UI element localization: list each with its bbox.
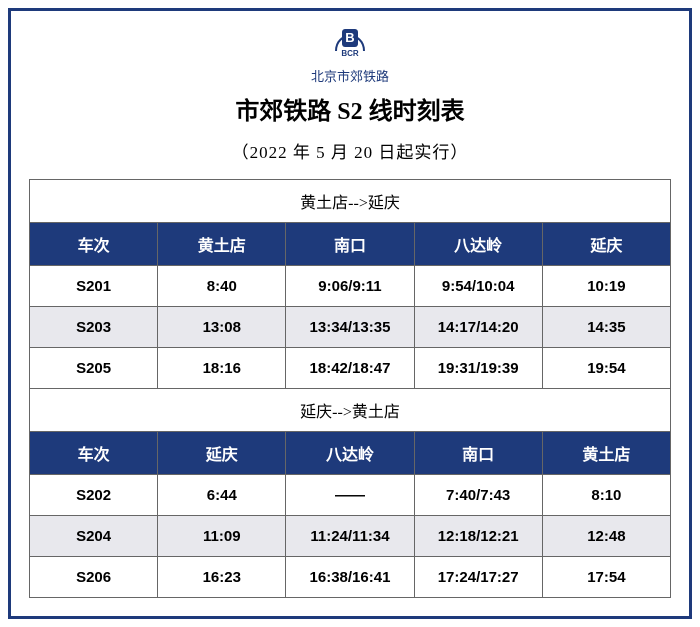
timetable-card: B BCR 北京市郊铁路 市郊铁路 S2 线时刻表 （2022 年 5 月 20… <box>8 8 692 619</box>
cell: 9:06/9:11 <box>286 266 414 307</box>
cell: 13:34/13:35 <box>286 307 414 348</box>
table-row: S202 6:44 —— 7:40/7:43 8:10 <box>30 475 671 516</box>
cell: 11:24/11:34 <box>286 516 414 557</box>
table-row: S205 18:16 18:42/18:47 19:31/19:39 19:54 <box>30 348 671 389</box>
cell: S206 <box>30 557 158 598</box>
cell: 16:23 <box>158 557 286 598</box>
brand-name: 北京市郊铁路 <box>29 66 671 85</box>
col-station: 八达岭 <box>286 432 414 475</box>
cell: 18:42/18:47 <box>286 348 414 389</box>
cell: S201 <box>30 266 158 307</box>
col-train: 车次 <box>30 432 158 475</box>
cell: S204 <box>30 516 158 557</box>
cell: 19:31/19:39 <box>414 348 542 389</box>
bcr-logo-icon: B BCR <box>330 19 370 59</box>
cell: 17:54 <box>542 557 670 598</box>
page-title: 市郊铁路 S2 线时刻表 <box>29 91 671 126</box>
col-station: 八达岭 <box>414 223 542 266</box>
cell: 17:24/17:27 <box>414 557 542 598</box>
cell: S202 <box>30 475 158 516</box>
cell: 12:18/12:21 <box>414 516 542 557</box>
col-station: 南口 <box>414 432 542 475</box>
table-row: S204 11:09 11:24/11:34 12:18/12:21 12:48 <box>30 516 671 557</box>
cell: 6:44 <box>158 475 286 516</box>
cell: 8:40 <box>158 266 286 307</box>
cell: 14:35 <box>542 307 670 348</box>
col-station: 黄土店 <box>158 223 286 266</box>
cell: 7:40/7:43 <box>414 475 542 516</box>
cell: 12:48 <box>542 516 670 557</box>
cell: S205 <box>30 348 158 389</box>
col-station: 延庆 <box>158 432 286 475</box>
cell: 10:19 <box>542 266 670 307</box>
timetable: 黄土店-->延庆 车次 黄土店 南口 八达岭 延庆 S201 8:40 9:06… <box>29 179 671 598</box>
logo: B BCR <box>29 19 671 64</box>
cell: 18:16 <box>158 348 286 389</box>
direction1-label-row: 黄土店-->延庆 <box>30 180 671 223</box>
direction1-header: 车次 黄土店 南口 八达岭 延庆 <box>30 223 671 266</box>
cell: 19:54 <box>542 348 670 389</box>
table-row: S201 8:40 9:06/9:11 9:54/10:04 10:19 <box>30 266 671 307</box>
cell: 14:17/14:20 <box>414 307 542 348</box>
col-station: 黄土店 <box>542 432 670 475</box>
cell: 16:38/16:41 <box>286 557 414 598</box>
cell: 9:54/10:04 <box>414 266 542 307</box>
cell: 8:10 <box>542 475 670 516</box>
cell: 13:08 <box>158 307 286 348</box>
direction2-label-row: 延庆-->黄土店 <box>30 389 671 432</box>
svg-text:BCR: BCR <box>341 49 359 58</box>
col-station: 延庆 <box>542 223 670 266</box>
col-station: 南口 <box>286 223 414 266</box>
direction2-label: 延庆-->黄土店 <box>30 389 671 432</box>
direction1-label: 黄土店-->延庆 <box>30 180 671 223</box>
cell: 11:09 <box>158 516 286 557</box>
svg-text:B: B <box>345 30 354 45</box>
direction2-header: 车次 延庆 八达岭 南口 黄土店 <box>30 432 671 475</box>
col-train: 车次 <box>30 223 158 266</box>
cell: S203 <box>30 307 158 348</box>
effective-date: （2022 年 5 月 20 日起实行） <box>29 138 671 163</box>
table-row: S206 16:23 16:38/16:41 17:24/17:27 17:54 <box>30 557 671 598</box>
cell: —— <box>286 475 414 516</box>
table-row: S203 13:08 13:34/13:35 14:17/14:20 14:35 <box>30 307 671 348</box>
